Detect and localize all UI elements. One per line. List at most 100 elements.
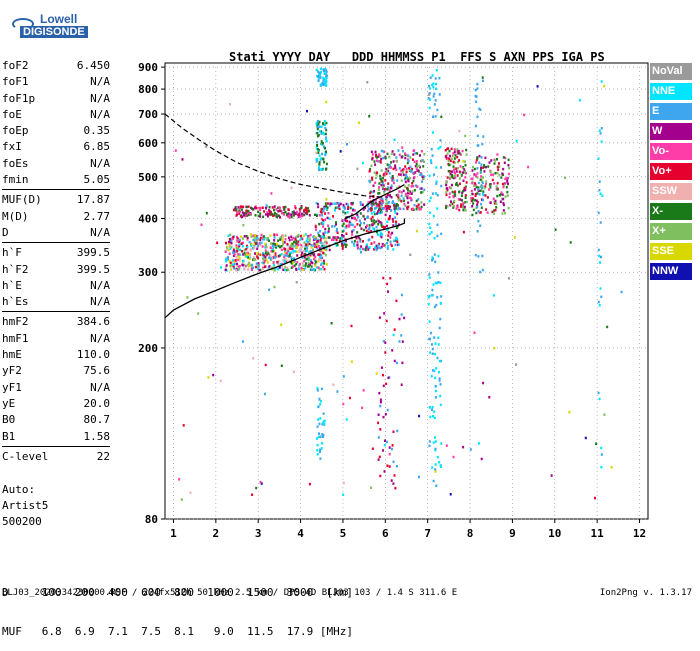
echo-point	[224, 268, 227, 271]
param-name: yF1	[2, 380, 22, 394]
echo-point	[315, 228, 317, 231]
echo-point	[484, 156, 487, 160]
echo-point	[361, 406, 364, 410]
legend-vo-plus: Vo+	[650, 163, 692, 180]
echo-point	[478, 193, 481, 196]
param-row-mufd: MUF(D) 17.87	[2, 192, 110, 208]
echo-point	[383, 188, 386, 191]
echo-point	[445, 206, 447, 210]
echo-point	[400, 191, 403, 194]
echo-point	[231, 259, 234, 262]
echo-point	[390, 152, 393, 156]
echo-point	[317, 122, 320, 126]
echo-point	[419, 173, 422, 177]
echo-point	[461, 205, 464, 209]
echo-point	[536, 85, 539, 88]
echo-point	[357, 215, 360, 219]
echo-point	[407, 159, 410, 163]
param-value: 1.58	[83, 429, 111, 443]
echo-point	[377, 244, 380, 247]
echo-point	[228, 238, 231, 241]
echo-point	[432, 131, 434, 134]
echo-point	[458, 159, 460, 162]
echo-point	[293, 260, 296, 263]
echo-point	[284, 205, 287, 209]
echo-point	[238, 243, 241, 246]
echo-point	[438, 461, 441, 464]
echo-point	[392, 160, 395, 163]
echo-point	[418, 475, 420, 479]
echo-point	[248, 263, 251, 267]
echo-point	[351, 201, 354, 205]
echo-point	[377, 211, 380, 215]
echo-point	[471, 197, 474, 200]
echo-point	[399, 173, 402, 176]
echo-point	[250, 268, 253, 271]
echo-point	[380, 149, 383, 153]
echo-point	[359, 224, 361, 227]
auto-program: Artist5	[2, 499, 49, 512]
echo-point	[240, 208, 243, 211]
echo-point	[230, 242, 233, 245]
echo-point	[299, 238, 302, 241]
echo-point	[382, 415, 385, 419]
echo-point	[381, 233, 384, 236]
echo-point	[434, 376, 437, 380]
echo-point	[401, 149, 404, 153]
param-name: B1	[2, 429, 16, 443]
echo-point	[247, 213, 250, 217]
echo-point	[291, 247, 294, 251]
echo-point	[393, 239, 396, 243]
echo-point	[238, 248, 241, 252]
echo-point	[322, 251, 325, 255]
echo-point	[387, 169, 390, 173]
echo-point	[273, 233, 276, 236]
echo-point	[348, 225, 351, 228]
echo-point	[598, 397, 601, 401]
echo-point	[277, 244, 280, 248]
echo-point	[320, 447, 323, 450]
echo-point	[480, 163, 483, 166]
echo-point	[284, 250, 286, 254]
echo-point	[506, 179, 509, 182]
echo-point	[445, 193, 448, 197]
echo-point	[451, 202, 454, 206]
echo-point	[381, 182, 384, 185]
echo-point	[317, 205, 320, 209]
echo-point	[323, 419, 326, 423]
echo-point	[429, 211, 431, 215]
echo-point	[238, 245, 241, 248]
echo-point	[260, 233, 263, 237]
echo-point	[400, 383, 403, 386]
echo-point	[386, 464, 389, 467]
echo-point	[431, 74, 434, 77]
echo-point	[452, 455, 455, 459]
echo-point	[306, 248, 308, 251]
echo-point	[324, 127, 327, 130]
echo-point	[483, 170, 486, 173]
echo-point	[482, 192, 484, 196]
echo-point	[378, 208, 380, 211]
echo-point	[395, 194, 398, 197]
echo-point	[318, 74, 321, 77]
echo-point	[324, 227, 327, 231]
echo-point	[464, 134, 467, 138]
echo-point	[378, 182, 381, 185]
echo-point	[275, 208, 278, 211]
param-row-hes: h`Es N/A	[2, 294, 110, 310]
echo-point	[316, 453, 319, 456]
echo-point	[308, 482, 311, 486]
echo-point	[382, 225, 384, 228]
echo-point	[476, 144, 479, 147]
echo-point	[273, 245, 276, 248]
echo-point	[457, 167, 459, 170]
echo-point	[469, 448, 472, 451]
echo-point	[495, 202, 498, 205]
echo-point	[319, 258, 322, 262]
echo-point	[459, 205, 462, 208]
echo-point	[224, 250, 227, 253]
echo-point	[307, 265, 310, 268]
echo-point	[318, 258, 320, 261]
echo-point	[451, 176, 454, 179]
echo-point	[370, 164, 373, 167]
